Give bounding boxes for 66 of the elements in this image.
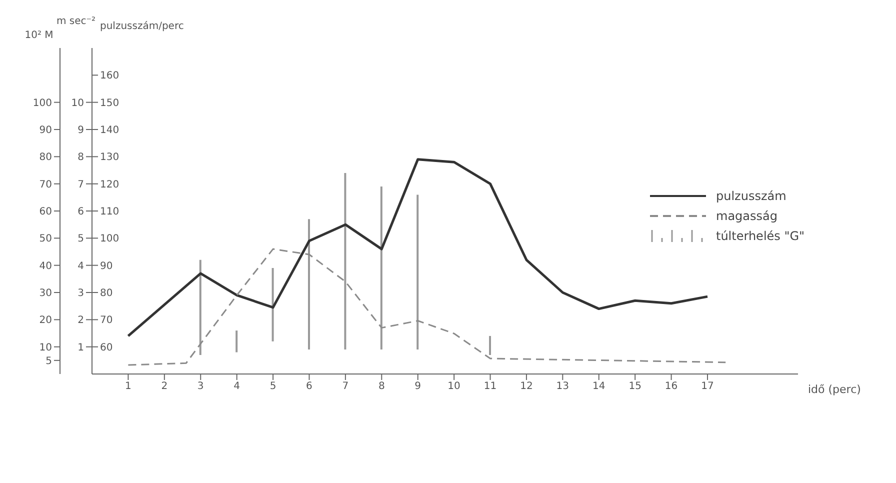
y-tick-label: 90 <box>100 260 113 272</box>
y-tick-label: 150 <box>100 98 120 109</box>
x-tick-label: 7 <box>342 381 349 392</box>
bar <box>308 219 310 350</box>
y2-tick-label: 1 <box>78 342 84 354</box>
x-tick-label: 3 <box>197 381 204 392</box>
bar <box>272 268 274 342</box>
y-tick-label: 110 <box>100 206 120 218</box>
y-tick-label: 70 <box>100 315 113 326</box>
y-tick-label: 130 <box>100 152 120 164</box>
x-tick-label: 10 <box>448 381 460 392</box>
x-tick-label: 12 <box>520 381 533 392</box>
y3-tick-label: 50 <box>39 234 52 245</box>
y3-tick-label: 10 <box>39 342 52 354</box>
y-tick-label: 120 <box>100 179 120 190</box>
bar <box>344 172 346 350</box>
x-axis-title: idő (perc) <box>808 382 861 396</box>
y-tick-label: 60 <box>100 342 113 354</box>
y3-tick-label: 70 <box>39 179 52 190</box>
y2-tick-label: 8 <box>78 152 84 164</box>
x-tick-label: 8 <box>378 381 385 392</box>
y-tick-label: 160 <box>100 70 120 82</box>
y3-tick-label: 100 <box>32 98 52 109</box>
bar <box>236 330 238 352</box>
legend-label: magasság <box>716 209 778 223</box>
y-axis-title: pulzusszám/perc <box>100 21 184 32</box>
x-tick-label: 2 <box>161 381 168 392</box>
y3-tick-label: 80 <box>39 152 52 164</box>
y-tick-label: 80 <box>100 288 113 300</box>
legend-label: túlterhelés "G" <box>716 229 805 243</box>
x-tick-label: 14 <box>592 381 606 392</box>
x-tick-label: 11 <box>484 381 497 392</box>
x-tick-label: 5 <box>270 381 276 392</box>
y3-tick-label: 40 <box>39 260 52 272</box>
y3-tick-label: 90 <box>39 125 52 136</box>
y2-tick-label: 5 <box>78 234 84 245</box>
bar <box>489 336 492 355</box>
x-tick-label: 4 <box>234 381 240 392</box>
y2-tick-label: 6 <box>78 206 84 218</box>
y2-tick-label: 9 <box>78 125 84 136</box>
x-tick-label: 15 <box>628 381 642 392</box>
x-tick-label: 1 <box>125 381 132 392</box>
line-series <box>126 158 709 338</box>
legend-label: pulzusszám <box>716 189 786 203</box>
y-tick-label: 140 <box>100 125 120 136</box>
y2-tick-label: 7 <box>78 179 84 190</box>
x-tick-label: 9 <box>414 381 422 392</box>
x-tick-label: 17 <box>701 381 714 392</box>
x-tick-label: 6 <box>306 381 312 392</box>
y3-tick-label: 30 <box>39 288 52 300</box>
y2-tick-label: 2 <box>78 315 84 326</box>
bar <box>380 186 382 350</box>
y2-tick-label: 4 <box>78 260 84 272</box>
line-series <box>127 248 726 366</box>
y2-axis-title: m sec⁻² <box>56 16 96 27</box>
y3-tick-label: 5 <box>46 356 52 367</box>
bar <box>416 194 419 350</box>
bar <box>199 260 202 355</box>
x-tick-label: 13 <box>556 381 570 392</box>
y2-tick-label: 3 <box>78 288 84 300</box>
x-tick-label: 16 <box>664 381 678 392</box>
y-tick-label: 100 <box>100 234 120 245</box>
y3-tick-label: 60 <box>39 206 52 218</box>
y3-axis-title: 10² M <box>24 30 54 41</box>
y2-tick-label: 10 <box>71 98 84 109</box>
y3-tick-label: 20 <box>39 315 52 326</box>
